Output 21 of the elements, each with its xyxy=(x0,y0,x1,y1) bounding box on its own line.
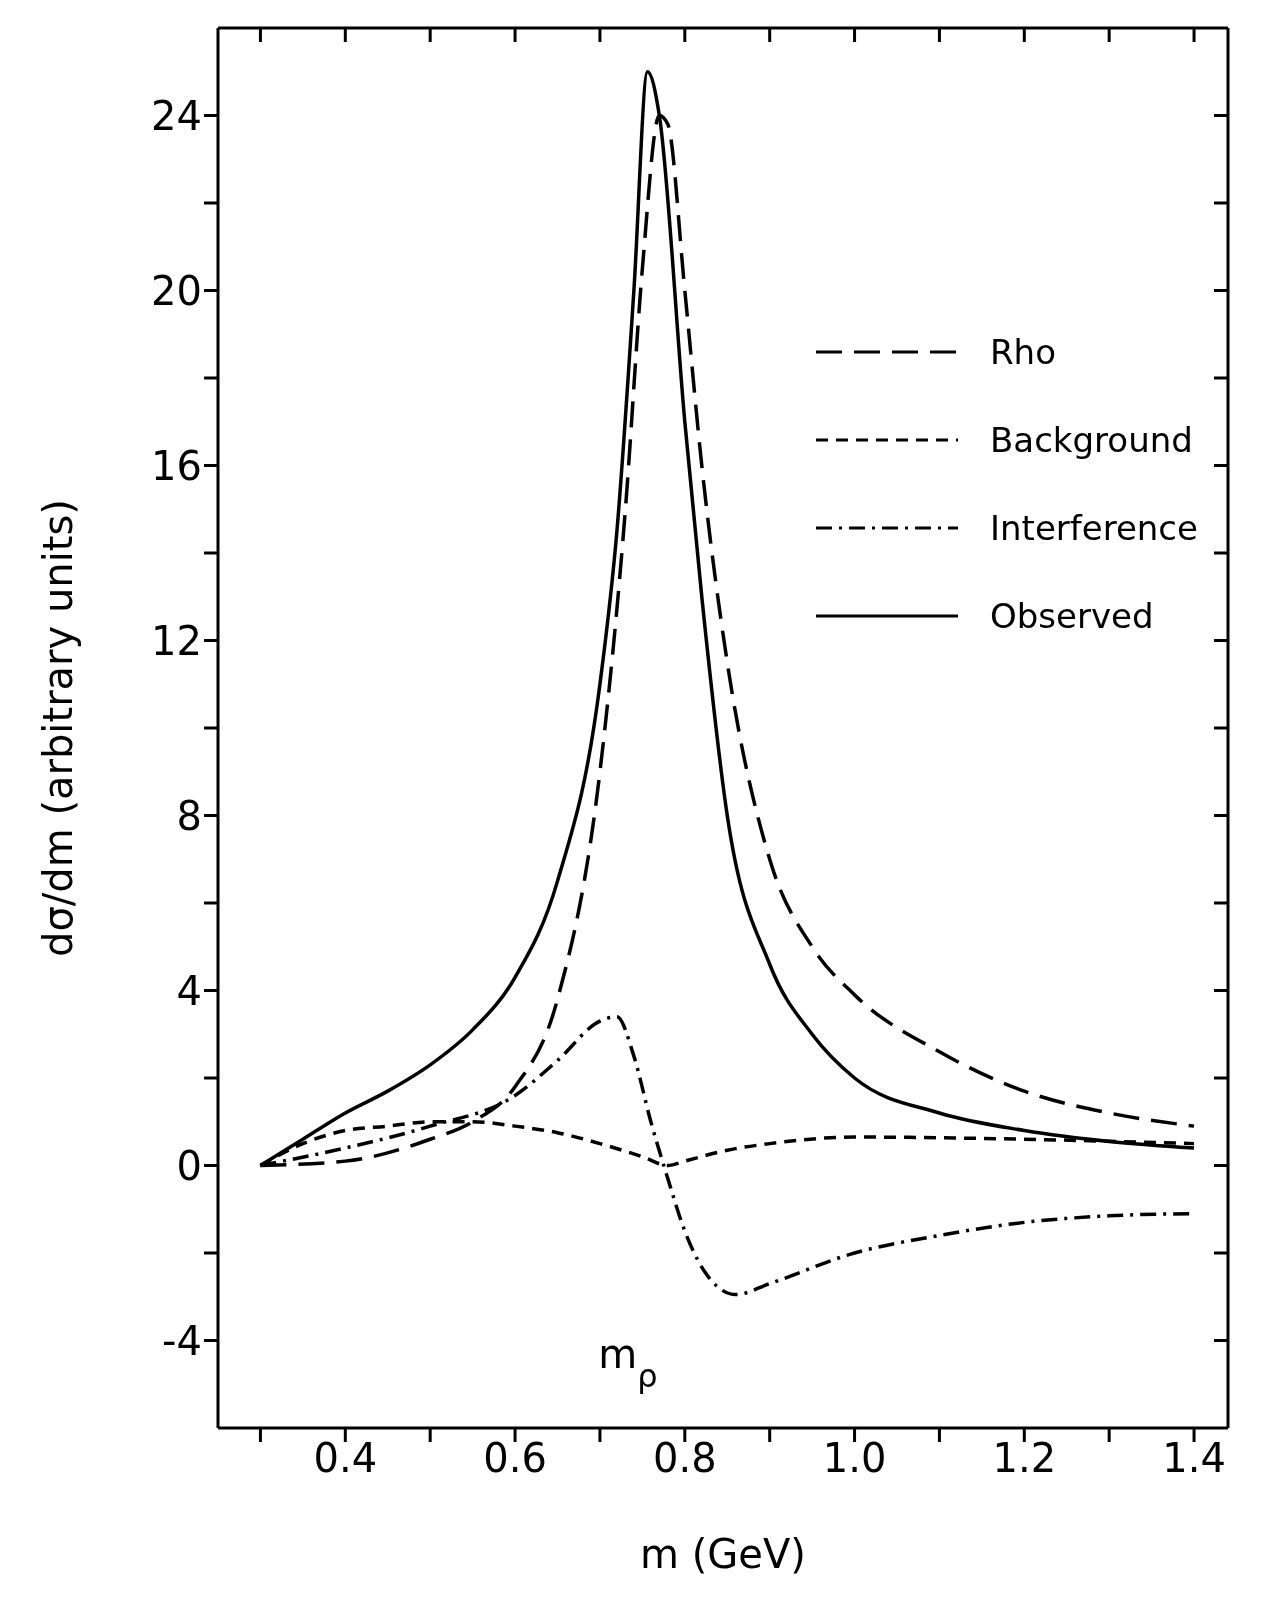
x-tick-label: 0.8 xyxy=(652,1435,717,1482)
legend-label: Background xyxy=(989,420,1193,460)
legend-label: Rho xyxy=(989,332,1056,372)
y-tick-label: -4 xyxy=(162,1317,202,1364)
x-tick-label: 1.4 xyxy=(1162,1435,1226,1482)
y-tick-label: 16 xyxy=(151,442,202,489)
y-tick-label: 8 xyxy=(176,792,202,839)
x-tick-label: 0.4 xyxy=(313,1435,378,1482)
y-tick-label: 4 xyxy=(176,967,202,1014)
y-tick-label: 20 xyxy=(151,267,202,314)
y-tick-label: 12 xyxy=(151,617,202,664)
y-axis-title: dσ/dm (arbitrary units) xyxy=(35,499,82,957)
y-tick-label: 0 xyxy=(176,1142,202,1189)
legend-label: Observed xyxy=(989,596,1154,636)
x-tick-label: 1.2 xyxy=(992,1435,1057,1482)
x-axis-title: m (GeV) xyxy=(640,1531,806,1577)
y-tick-label: 24 xyxy=(151,92,202,139)
x-tick-label: 1.0 xyxy=(822,1435,887,1482)
x-tick-label: 0.6 xyxy=(483,1435,547,1482)
annotation: m$_{ρ}$ xyxy=(598,1331,658,1395)
legend-label: Interference xyxy=(989,508,1198,548)
